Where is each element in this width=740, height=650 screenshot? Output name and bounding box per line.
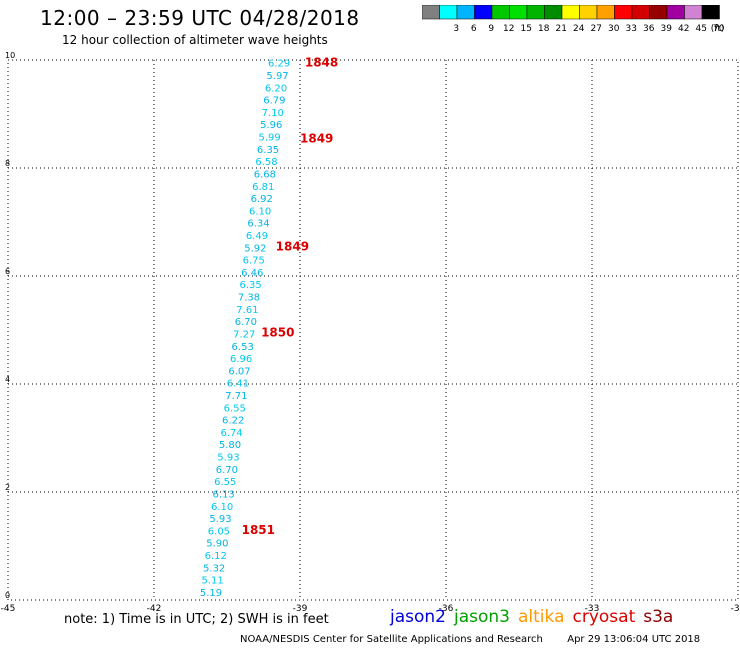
time-label: 1849 [276, 239, 309, 253]
x-tick-label: -39 [293, 604, 308, 614]
wave-height-value: 5.96 [260, 120, 282, 131]
legend-label: 70 [713, 24, 725, 34]
legend-label: 3 [453, 24, 459, 34]
wave-height-value: 5.99 [258, 133, 280, 144]
wave-height-value: 6.34 [247, 219, 269, 230]
wave-height-value: 6.55 [214, 477, 236, 488]
wave-height-value: 5.32 [203, 563, 225, 574]
legend-label: 45 [696, 24, 707, 34]
wave-height-value: 6.68 [254, 169, 276, 180]
x-tick-label: -33 [585, 604, 600, 614]
wave-height-value: 6.96 [230, 354, 252, 365]
legend-label: 42 [678, 24, 689, 34]
wave-height-value: 6.05 [208, 526, 230, 537]
map-subtitle: 12 hour collection of altimeter wave hei… [62, 33, 328, 47]
wave-height-value: 5.93 [217, 453, 239, 464]
wave-height-value: 5.97 [266, 71, 288, 82]
wave-height-value: 6.92 [251, 194, 273, 205]
legend-label: 33 [626, 24, 637, 34]
wave-height-value: 6.70 [235, 317, 257, 328]
satellite-altika: altika [518, 607, 565, 627]
legend-swatch [701, 5, 720, 20]
wave-height-value: 6.35 [239, 280, 261, 291]
y-tick-label: 4 [5, 375, 10, 384]
legend-label: 6 [471, 24, 477, 34]
x-tick-label: -45 [1, 604, 16, 614]
satellite-cryosat: cryosat [572, 607, 636, 627]
wave-height-value: 6.81 [252, 182, 274, 193]
legend-label: 12 [503, 24, 514, 34]
legend-label: 36 [643, 24, 655, 34]
wave-height-value: 5.93 [209, 514, 231, 525]
wave-height-value: 6.58 [255, 157, 277, 168]
x-tick-label: -30 [731, 604, 740, 614]
wave-height-value: 7.27 [233, 329, 255, 340]
wave-height-value: 6.07 [228, 366, 250, 377]
x-tick-label: -42 [147, 604, 162, 614]
y-tick-label: 8 [5, 159, 10, 168]
wave-height-value: 5.19 [200, 588, 222, 599]
wave-height-value: 5.92 [244, 243, 266, 254]
wave-height-value: 6.22 [222, 416, 244, 427]
wave-height-value: 6.49 [246, 231, 268, 242]
legend-label: 15 [521, 24, 532, 34]
wave-height-value: 6.10 [249, 206, 271, 217]
legend-label: 30 [608, 24, 620, 34]
y-tick-label: 0 [5, 591, 10, 600]
footer-timestamp: Apr 29 13:06:04 UTC 2018 [567, 634, 701, 645]
wave-height-value: 5.90 [206, 539, 228, 550]
footer: NOAA/NESDIS Center for Satellite Applica… [240, 634, 700, 645]
wave-height-value: 6.12 [205, 551, 227, 562]
satellite-jason2: jason2 [390, 607, 446, 627]
wave-height-value: 6.41 [227, 379, 249, 390]
wave-height-value: 6.13 [213, 489, 235, 500]
footer-center: NOAA/NESDIS Center for Satellite Applica… [240, 634, 543, 645]
wave-height-value: 7.38 [238, 293, 260, 304]
wave-height-value: 6.55 [224, 403, 246, 414]
units-note: note: 1) Time is in UTC; 2) SWH is in fe… [64, 612, 329, 627]
wave-height-value: 6.74 [220, 428, 242, 439]
x-tick-label: -36 [439, 604, 454, 614]
wave-height-value: 6.75 [243, 256, 265, 267]
wave-height-value: 7.10 [262, 108, 284, 119]
y-tick-label: 10 [5, 51, 15, 60]
legend-label: 27 [591, 24, 602, 34]
y-tick-label: 2 [5, 483, 10, 492]
map-title: 12:00 – 23:59 UTC 04/28/2018 [40, 6, 360, 30]
wave-height-value: 6.35 [257, 145, 279, 156]
legend-label: 21 [556, 24, 567, 34]
time-label: 1851 [242, 523, 275, 537]
wave-height-value: 6.79 [263, 96, 285, 107]
wave-height-value: 6.10 [211, 502, 233, 513]
satellite-legend: jason2 jason3 altika cryosat s3a [390, 607, 681, 627]
legend-label: 39 [661, 24, 673, 34]
time-label: 1848 [305, 56, 338, 70]
legend-label: 9 [488, 24, 494, 34]
wave-height-value: 5.80 [219, 440, 241, 451]
wave-height-value: 6.53 [232, 342, 254, 353]
y-tick-label: 6 [5, 267, 10, 276]
wave-height-value: 6.20 [265, 83, 287, 94]
time-label: 1849 [300, 131, 333, 145]
wave-height-value: 6.46 [241, 268, 263, 279]
wave-height-value: 7.61 [236, 305, 258, 316]
wave-height-value: 6.70 [216, 465, 238, 476]
wave-height-value: 6.29 [268, 59, 290, 70]
map-frame [7, 59, 739, 601]
legend-label: 24 [573, 24, 585, 34]
legend-unit: (ft) [711, 24, 725, 34]
color-legend: 3 6 9 12 15 18 21 24 27 30 33 36 39 42 45 70(ft) [422, 5, 725, 34]
time-label: 1850 [261, 326, 294, 340]
satellite-jason3: jason3 [454, 607, 510, 627]
legend-label: 18 [538, 24, 550, 34]
satellite-s3a: s3a [643, 607, 674, 627]
wave-height-value: 7.71 [225, 391, 247, 402]
wave-height-value: 5.11 [201, 576, 223, 587]
